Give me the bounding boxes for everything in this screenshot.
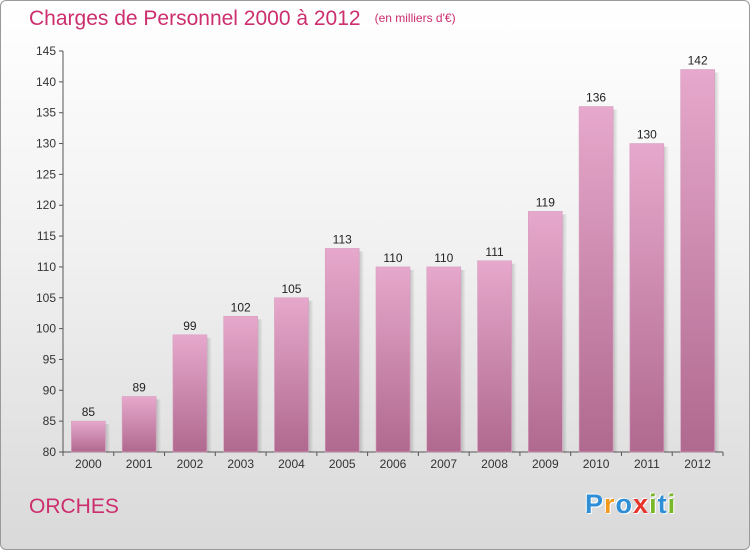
x-tick-label: 2012 <box>684 457 711 471</box>
commune-name: ORCHES <box>29 495 119 518</box>
y-tick-label: 125 <box>36 167 56 181</box>
y-tick-label: 95 <box>43 352 57 366</box>
y-tick-label: 105 <box>36 291 56 305</box>
x-tick-label: 2003 <box>227 457 254 471</box>
chart-subtitle: (en milliers d'€) <box>374 11 456 25</box>
logo-letter: i <box>667 489 677 519</box>
x-tick-label: 2011 <box>634 457 660 471</box>
bar-value-label: 105 <box>281 282 301 296</box>
x-tick-label: 2010 <box>583 457 610 471</box>
bar-shadow <box>105 424 111 452</box>
x-tick-label: 2008 <box>481 457 508 471</box>
x-tick-label: 2001 <box>126 457 153 471</box>
y-tick-label: 145 <box>36 44 56 58</box>
bar-2012 <box>680 69 715 453</box>
bar-shadow <box>511 263 517 452</box>
bar-shadow <box>206 337 212 452</box>
proxiti-logo: Proxiti <box>585 489 676 520</box>
x-tick-label: 2004 <box>278 457 305 471</box>
bar-shadow <box>410 269 415 452</box>
bar-2002 <box>172 334 208 453</box>
chart-bars <box>71 69 720 453</box>
y-tick-label: 100 <box>36 322 56 336</box>
bar-shadow <box>257 319 263 452</box>
logo-letter: o <box>615 489 634 519</box>
y-tick-label: 140 <box>36 75 56 89</box>
y-tick-label: 135 <box>36 106 56 120</box>
bar-value-label: 111 <box>485 245 504 259</box>
logo-letter: x <box>633 489 650 519</box>
chart-title-text: Charges de Personnel 2000 à 2012 <box>29 7 361 30</box>
logo-letter: r <box>604 489 616 519</box>
x-tick-label: 2005 <box>329 457 356 471</box>
bar-shadow <box>308 300 314 452</box>
y-tick-label: 90 <box>43 383 57 397</box>
bar-2000 <box>71 420 106 453</box>
bar-value-label: 102 <box>231 300 251 314</box>
y-tick-label: 115 <box>37 229 56 243</box>
x-tick-label: 2006 <box>380 457 407 471</box>
chart-title: Charges de Personnel 2000 à 2012 (en mill… <box>29 7 456 31</box>
bar-value-label: 85 <box>82 405 96 419</box>
bar-2006 <box>375 266 411 453</box>
bar-value-label: 110 <box>383 251 402 265</box>
bar-value-label: 110 <box>434 251 453 265</box>
bar-value-label: 119 <box>536 195 555 209</box>
bar-2009 <box>528 211 563 453</box>
bar-shadow <box>663 146 669 453</box>
bar-value-label: 136 <box>586 91 606 105</box>
x-tick-label: 2007 <box>430 457 457 471</box>
bar-value-label: 113 <box>333 232 352 246</box>
bar-2008 <box>477 260 512 453</box>
x-tick-label: 2002 <box>177 457 204 471</box>
bar-2010 <box>578 106 614 453</box>
bar-value-label: 130 <box>637 128 657 142</box>
y-tick-label: 130 <box>36 137 56 151</box>
bar-shadow <box>359 251 365 452</box>
bar-shadow <box>460 269 466 452</box>
bar-shadow <box>156 399 162 452</box>
y-tick-label: 120 <box>36 198 56 212</box>
bar-shadow <box>613 109 619 453</box>
x-tick-label: 2000 <box>75 457 102 471</box>
bar-2011 <box>629 143 665 453</box>
logo-letter: t <box>657 489 668 519</box>
bar-2007 <box>426 266 462 453</box>
chart-data-labels: 85 2000 89 2001 99 2002 102 2003 105 2004 113 2005 1… <box>75 54 711 471</box>
logo-letter: P <box>585 489 605 519</box>
bar-2005 <box>324 248 360 453</box>
bar-2001 <box>121 396 157 453</box>
x-tick-label: 2009 <box>532 457 559 471</box>
bar-shadow <box>562 214 568 452</box>
bar-value-label: 142 <box>688 54 708 68</box>
bar-2004 <box>274 297 309 453</box>
bar-shadow <box>714 72 720 452</box>
bar-2003 <box>223 315 258 453</box>
y-tick-label: 80 <box>43 445 57 459</box>
logo-letter: i <box>649 489 658 519</box>
bar-value-label: 89 <box>132 380 146 394</box>
y-tick-label: 110 <box>37 260 56 274</box>
bar-value-label: 99 <box>183 319 197 333</box>
y-tick-label: 85 <box>43 414 57 428</box>
